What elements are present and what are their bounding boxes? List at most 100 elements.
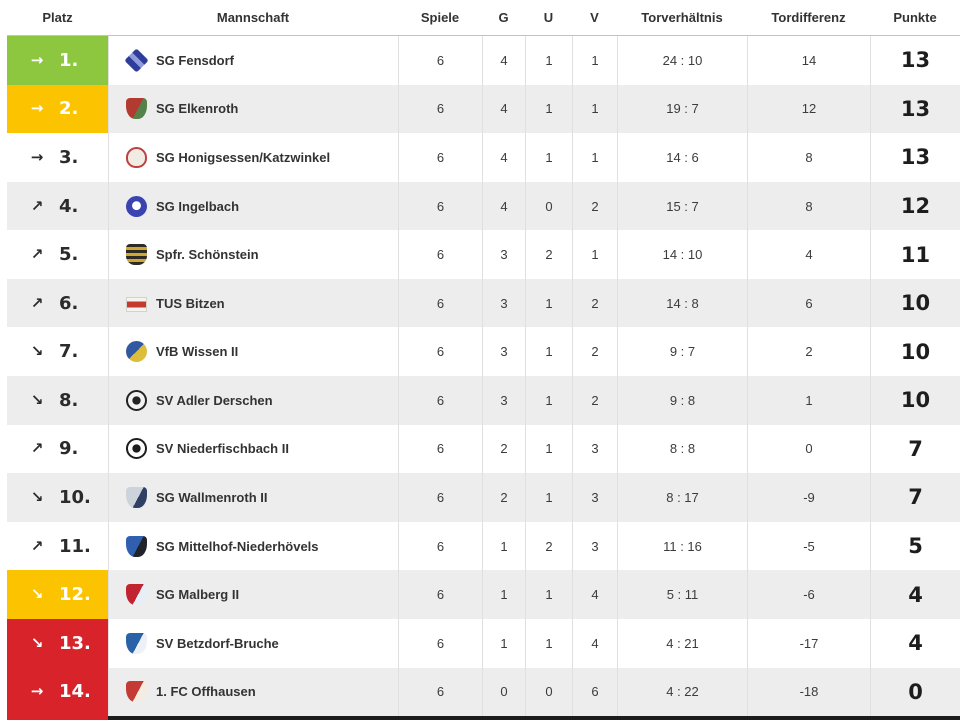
table-row[interactable]: → 3. SG Honigsessen/Katzwinkel 6 4 1 1 1… <box>7 133 960 182</box>
tordifferenz-cell: 12 <box>747 84 870 134</box>
table-header-row: Platz Mannschaft Spiele G U V Torverhält… <box>7 0 960 36</box>
table-row[interactable]: → 2. SG Elkenroth 6 4 1 1 19 : 7 12 13 <box>7 84 960 134</box>
rank-number: 9. <box>59 438 79 460</box>
spiele-cell: 6 <box>398 376 482 425</box>
draws-cell: 0 <box>525 667 572 717</box>
team-logo-icon <box>126 632 147 654</box>
draws-cell: 1 <box>525 327 572 377</box>
draws-cell: 1 <box>525 618 572 668</box>
spiele-cell: 6 <box>398 181 482 231</box>
team-cell: 1. FC Offhausen <box>108 667 398 717</box>
draws-cell: 1 <box>525 570 572 619</box>
table-row[interactable]: ↗ 4. SG Ingelbach 6 4 0 2 15 : 7 8 12 <box>7 181 960 231</box>
spiele-cell: 6 <box>398 84 482 134</box>
table-row[interactable]: → 14. 1. FC Offhausen 6 0 0 6 4 : 22 -18… <box>7 667 960 717</box>
header-g: G <box>498 10 509 25</box>
torverhaeltnis-cell: 8 : 8 <box>617 424 747 474</box>
torverhaeltnis-cell: 9 : 7 <box>617 327 747 377</box>
team-name: SG Malberg II <box>156 587 240 603</box>
losses-cell: 2 <box>572 376 617 425</box>
tordifferenz-cell: 14 <box>747 36 870 85</box>
rank-cell: ↘ 7. <box>7 327 108 376</box>
team-name: SV Niederfischbach II <box>156 441 289 457</box>
table-bottom-border <box>108 716 960 720</box>
trend-down-icon: ↘ <box>30 487 44 506</box>
rank-cell: → 3. <box>7 133 108 182</box>
tordifferenz-cell: -6 <box>747 570 870 619</box>
draws-cell: 2 <box>525 230 572 279</box>
team-cell: SV Betzdorf-Bruche <box>108 618 398 668</box>
torverhaeltnis-cell: 4 : 21 <box>617 618 747 668</box>
punkte-cell: 7 <box>870 473 960 522</box>
rank-number: 3. <box>59 146 79 168</box>
spiele-cell: 6 <box>398 521 482 571</box>
team-name: SG Elkenroth <box>156 101 239 117</box>
header-spiele: Spiele <box>420 10 460 25</box>
team-name: VfB Wissen II <box>156 344 239 360</box>
draws-cell: 0 <box>525 181 572 231</box>
torverhaeltnis-cell: 5 : 11 <box>617 570 747 619</box>
table-body: → 1. SG Fensdorf 6 4 1 1 24 : 10 14 13 →… <box>7 36 960 717</box>
losses-cell: 1 <box>572 36 617 85</box>
trend-steady-icon: → <box>30 99 44 118</box>
trend-up-icon: ↗ <box>30 293 44 312</box>
rank-cell: ↘ 10. <box>7 473 108 522</box>
team-cell: SG Fensdorf <box>108 36 398 85</box>
team-cell: SG Wallmenroth II <box>108 473 398 522</box>
team-name: TUS Bitzen <box>156 295 225 311</box>
trend-down-icon: ↘ <box>30 633 44 652</box>
rank-number: 2. <box>59 98 79 120</box>
rank-cell: → 14. <box>7 667 108 717</box>
table-row[interactable]: → 1. SG Fensdorf 6 4 1 1 24 : 10 14 13 <box>7 36 960 85</box>
spiele-cell: 6 <box>398 278 482 328</box>
draws-cell: 2 <box>525 521 572 571</box>
team-logo-icon <box>126 195 147 217</box>
rank-number: 6. <box>59 292 79 314</box>
tordifferenz-cell: 4 <box>747 230 870 279</box>
spiele-cell: 6 <box>398 618 482 668</box>
table-row[interactable]: ↗ 6. TUS Bitzen 6 3 1 2 14 : 8 6 10 <box>7 278 960 328</box>
team-name: SG Mittelhof-Niederhövels <box>156 538 319 554</box>
punkte-cell: 7 <box>870 424 960 474</box>
punkte-cell: 4 <box>870 618 960 668</box>
spiele-cell: 6 <box>398 570 482 619</box>
table-row[interactable]: ↘ 12. SG Malberg II 6 1 1 4 5 : 11 -6 4 <box>7 570 960 619</box>
losses-cell: 1 <box>572 230 617 279</box>
wins-cell: 4 <box>482 36 525 85</box>
table-row[interactable]: ↘ 7. VfB Wissen II 6 3 1 2 9 : 7 2 10 <box>7 327 960 377</box>
wins-cell: 1 <box>482 618 525 668</box>
team-cell: SG Elkenroth <box>108 84 398 134</box>
punkte-cell: 11 <box>870 230 960 279</box>
header-v: V <box>590 10 599 25</box>
punkte-cell: 13 <box>870 133 960 182</box>
trend-steady-icon: → <box>30 682 44 701</box>
tordifferenz-cell: -5 <box>747 521 870 571</box>
team-cell: SV Adler Derschen <box>108 376 398 425</box>
tordifferenz-cell: -17 <box>747 618 870 668</box>
draws-cell: 1 <box>525 376 572 425</box>
losses-cell: 1 <box>572 133 617 182</box>
wins-cell: 3 <box>482 230 525 279</box>
table-row[interactable]: ↗ 5. Spfr. Schönstein 6 3 2 1 14 : 10 4 … <box>7 230 960 279</box>
table-row[interactable]: ↘ 13. SV Betzdorf-Bruche 6 1 1 4 4 : 21 … <box>7 618 960 668</box>
team-cell: SG Malberg II <box>108 570 398 619</box>
rank-number: 13. <box>59 632 91 654</box>
wins-cell: 2 <box>482 424 525 474</box>
trend-up-icon: ↗ <box>30 245 44 264</box>
table-row[interactable]: ↘ 8. SV Adler Derschen 6 3 1 2 9 : 8 1 1… <box>7 376 960 425</box>
trend-up-icon: ↗ <box>30 196 44 215</box>
table-row[interactable]: ↗ 11. SG Mittelhof-Niederhövels 6 1 2 3 … <box>7 521 960 571</box>
table-row[interactable]: ↗ 9. SV Niederfischbach II 6 2 1 3 8 : 8… <box>7 424 960 474</box>
team-logo-icon <box>126 297 147 313</box>
team-logo-icon <box>126 486 147 508</box>
team-logo-icon <box>126 535 147 557</box>
rank-cell: ↗ 4. <box>7 182 108 231</box>
spiele-cell: 6 <box>398 473 482 522</box>
losses-cell: 2 <box>572 278 617 328</box>
team-name: SG Ingelbach <box>156 198 240 214</box>
spiele-cell: 6 <box>398 230 482 279</box>
table-row[interactable]: ↘ 10. SG Wallmenroth II 6 2 1 3 8 : 17 -… <box>7 473 960 522</box>
wins-cell: 4 <box>482 84 525 134</box>
rank-number: 5. <box>59 244 79 266</box>
draws-cell: 1 <box>525 133 572 182</box>
